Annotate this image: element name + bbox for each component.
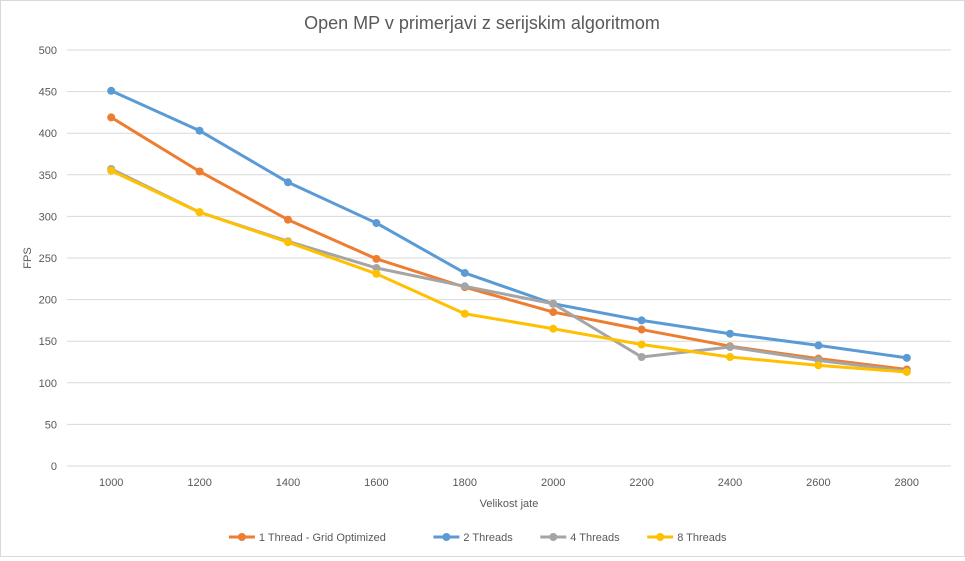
y-tick-label: 500	[39, 45, 57, 57]
y-tick-label: 150	[39, 336, 57, 348]
legend-marker	[442, 533, 451, 541]
legend: 1 Thread - Grid Optimized 2 Threads 4 Thre…	[228, 532, 727, 544]
data-point	[195, 167, 204, 176]
data-point	[284, 238, 292, 247]
y-tick-label: 0	[51, 461, 57, 473]
gridlines	[67, 49, 951, 467]
data-point	[107, 166, 116, 175]
series-2	[107, 86, 911, 362]
legend-marker	[237, 533, 246, 541]
series-group	[107, 86, 911, 376]
data-point	[726, 353, 734, 362]
data-point	[726, 329, 734, 338]
data-point	[107, 113, 116, 122]
x-tick-label: 2200	[629, 477, 653, 489]
legend-label: 4 Threads	[570, 532, 620, 544]
data-point	[637, 353, 646, 362]
y-tick-label: 300	[39, 211, 57, 223]
x-tick-label: 2400	[718, 477, 742, 489]
x-tick-label: 1600	[364, 477, 388, 489]
data-point	[902, 367, 911, 376]
series-line	[109, 115, 909, 371]
y-tick-label: 450	[39, 87, 57, 99]
legend-item: 1 Thread - Grid Optimized	[228, 532, 386, 544]
series-3	[107, 164, 911, 376]
x-axis-title: Velikost jate	[480, 498, 539, 510]
data-point	[372, 219, 381, 228]
x-tick-label: 2600	[806, 477, 830, 489]
data-point	[637, 340, 646, 349]
data-point	[814, 341, 823, 350]
x-tick-label: 1000	[99, 477, 123, 489]
y-tick-label: 350	[39, 170, 57, 182]
x-tick-label: 2800	[895, 477, 919, 489]
y-tick-label: 250	[39, 253, 57, 265]
legend-marker	[549, 533, 558, 541]
y-axis-title: FPS	[22, 247, 34, 268]
x-tick-label: 1800	[453, 477, 477, 489]
legend-label: 2 Threads	[463, 532, 513, 544]
data-point	[726, 343, 734, 352]
data-point	[372, 269, 381, 278]
legend-label: 1 Thread - Grid Optimized	[259, 532, 386, 544]
data-point	[460, 268, 469, 277]
legend-item: 2 Threads	[433, 532, 513, 544]
legend-item: 8 Threads	[647, 532, 727, 544]
y-tick-label: 400	[39, 128, 57, 140]
y-tick-label: 200	[39, 295, 57, 307]
series-1	[107, 113, 911, 374]
data-point	[195, 208, 204, 217]
series-line	[109, 89, 909, 360]
data-point	[549, 308, 558, 317]
x-tick-label: 1400	[276, 477, 300, 489]
series-line	[109, 169, 909, 374]
data-point	[637, 325, 646, 334]
data-point	[549, 299, 558, 308]
x-axis-ticks: 1000 1200 1400 1600 1800 2000 2200 2400 2600 2800	[99, 477, 919, 489]
data-point	[460, 309, 469, 318]
data-point	[814, 361, 823, 370]
data-point	[284, 215, 292, 224]
data-point	[284, 178, 292, 187]
data-point	[902, 353, 911, 362]
chart-title: Open MP v primerjavi z serijskim algorit…	[304, 13, 660, 33]
data-point	[637, 316, 646, 325]
y-tick-label: 50	[45, 419, 57, 431]
data-point	[372, 254, 381, 263]
y-tick-label: 100	[39, 378, 57, 390]
legend-marker	[656, 533, 665, 541]
data-point	[107, 86, 116, 95]
x-tick-label: 1200	[187, 477, 211, 489]
legend-item: 4 Threads	[540, 532, 620, 544]
series-4	[107, 166, 911, 376]
data-point	[195, 126, 204, 135]
data-point	[460, 282, 469, 291]
y-axis-ticks: 0 50 100 150 200 250 300 350 400 450 500	[39, 45, 57, 473]
data-point	[372, 263, 381, 272]
legend-label: 8 Threads	[677, 532, 727, 544]
x-tick-label: 2000	[541, 477, 565, 489]
data-point	[549, 324, 558, 333]
